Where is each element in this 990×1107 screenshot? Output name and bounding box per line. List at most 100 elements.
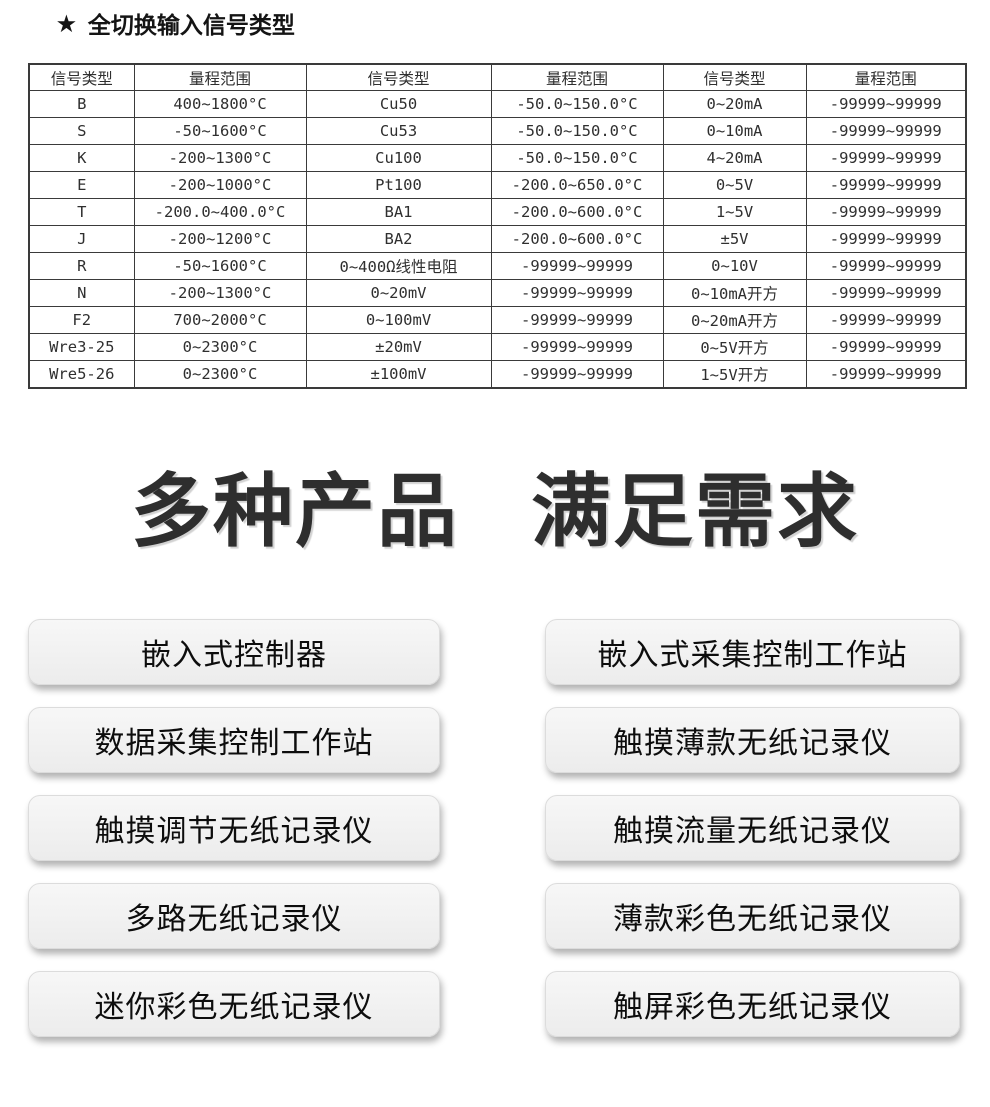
range-cell: 400~1800°C: [133, 90, 307, 118]
range-cell: -99999~99999: [805, 171, 967, 199]
signal-type-cell: 0~10mA开方: [662, 279, 807, 307]
signal-type-cell: BA1: [305, 198, 492, 226]
range-cell: -99999~99999: [805, 117, 967, 145]
product-card[interactable]: 薄款彩色无纸记录仪: [545, 883, 960, 950]
range-cell: -99999~99999: [805, 225, 967, 253]
signal-type-cell: Cu50: [305, 90, 492, 118]
range-cell: 0~2300°C: [133, 333, 307, 361]
range-cell: -50.0~150.0°C: [490, 144, 664, 172]
product-card[interactable]: 数据采集控制工作站: [28, 707, 440, 774]
signal-type-cell: 0~100mV: [305, 306, 492, 334]
signal-type-cell: 1~5V开方: [662, 360, 807, 389]
table-row: B 400~1800°C Cu50 -50.0~150.0°C 0~20mA -99999…: [28, 90, 967, 118]
range-cell: -200~1000°C: [133, 171, 307, 199]
range-cell: -99999~99999: [805, 360, 967, 389]
product-card[interactable]: 触摸调节无纸记录仪: [28, 795, 440, 862]
signal-type-cell: T: [28, 198, 135, 226]
table-row: J -200~1200°C BA2 -200.0~600.0°C ±5V -99999~9…: [28, 225, 967, 253]
signal-type-cell: 0~10mA: [662, 117, 807, 145]
range-cell: -50.0~150.0°C: [490, 117, 664, 145]
signal-type-cell: J: [28, 225, 135, 253]
signal-type-cell: N: [28, 279, 135, 307]
range-cell: 0~2300°C: [133, 360, 307, 389]
product-card[interactable]: 嵌入式控制器: [28, 619, 440, 686]
product-column-left: 嵌入式控制器 数据采集控制工作站 触摸调节无纸记录仪 多路无纸记录仪 迷你彩色无纸记录仪: [28, 619, 440, 1038]
range-cell: -200.0~650.0°C: [490, 171, 664, 199]
range-column-header: 量程范围: [805, 63, 967, 91]
signal-type-cell: 0~5V: [662, 171, 807, 199]
signal-type-cell: Cu53: [305, 117, 492, 145]
range-cell: -99999~99999: [805, 333, 967, 361]
section-title: ★ 全切换输入信号类型: [0, 0, 990, 40]
range-cell: -50~1600°C: [133, 117, 307, 145]
product-card[interactable]: 多路无纸记录仪: [28, 883, 440, 950]
range-cell: -99999~99999: [805, 306, 967, 334]
signal-type-cell: R: [28, 252, 135, 280]
table-header-row: 信号类型 量程范围 信号类型 量程范围 信号类型 量程范围: [28, 63, 967, 91]
signal-type-cell: B: [28, 90, 135, 118]
range-column-header: 量程范围: [133, 63, 307, 91]
signal-type-cell: 1~5V: [662, 198, 807, 226]
signal-type-cell: BA2: [305, 225, 492, 253]
table-row: N -200~1300°C 0~20mV -99999~99999 0~10mA开方 -9…: [28, 279, 967, 307]
range-column-header: 量程范围: [490, 63, 664, 91]
range-cell: -200.0~400.0°C: [133, 198, 307, 226]
table-row: E -200~1000°C Pt100 -200.0~650.0°C 0~5V -9999…: [28, 171, 967, 199]
section-title-text: 全切换输入信号类型: [87, 12, 295, 38]
range-cell: -99999~99999: [805, 144, 967, 172]
product-card[interactable]: 触摸薄款无纸记录仪: [545, 707, 960, 774]
range-cell: -99999~99999: [490, 279, 664, 307]
range-cell: -200.0~600.0°C: [490, 225, 664, 253]
range-cell: -50.0~150.0°C: [490, 90, 664, 118]
signal-type-cell: E: [28, 171, 135, 199]
product-card[interactable]: 迷你彩色无纸记录仪: [28, 971, 440, 1038]
product-card[interactable]: 嵌入式采集控制工作站: [545, 619, 960, 686]
product-card-grid: 嵌入式控制器 数据采集控制工作站 触摸调节无纸记录仪 多路无纸记录仪 迷你彩色无纸记录仪…: [28, 619, 990, 1038]
range-cell: -99999~99999: [490, 360, 664, 389]
signal-type-cell: ±20mV: [305, 333, 492, 361]
signal-type-cell: ±100mV: [305, 360, 492, 389]
signal-type-cell: K: [28, 144, 135, 172]
range-cell: -99999~99999: [805, 279, 967, 307]
hero-heading-left: 多种产品: [131, 467, 459, 556]
range-cell: -200.0~600.0°C: [490, 198, 664, 226]
table-row: K -200~1300°C Cu100 -50.0~150.0°C 4~20mA -999…: [28, 144, 967, 172]
table-row: S -50~1600°C Cu53 -50.0~150.0°C 0~10mA -99999…: [28, 117, 967, 145]
hero-heading-right: 满足需求: [531, 467, 859, 556]
signal-type-cell: 0~20mA: [662, 90, 807, 118]
product-card[interactable]: 触摸流量无纸记录仪: [545, 795, 960, 862]
range-cell: -200~1300°C: [133, 144, 307, 172]
signal-range-table: 信号类型 量程范围 信号类型 量程范围 信号类型 量程范围 B 400~1800°C Cu50…: [28, 63, 967, 389]
range-cell: -200~1200°C: [133, 225, 307, 253]
star-icon: ★: [57, 13, 76, 36]
signal-type-cell: 0~20mA开方: [662, 306, 807, 334]
hero-heading: 多种产品 满足需求: [0, 465, 990, 559]
signal-type-cell: Cu100: [305, 144, 492, 172]
signal-type-cell: 0~5V开方: [662, 333, 807, 361]
signal-type-column-header: 信号类型: [305, 63, 492, 91]
range-cell: -99999~99999: [805, 252, 967, 280]
signal-type-cell: 0~400Ω线性电阻: [305, 252, 492, 280]
range-cell: -99999~99999: [490, 252, 664, 280]
signal-type-cell: ±5V: [662, 225, 807, 253]
signal-type-column-header: 信号类型: [28, 63, 135, 91]
range-cell: -99999~99999: [805, 90, 967, 118]
signal-type-column-header: 信号类型: [662, 63, 807, 91]
table-row: T -200.0~400.0°C BA1 -200.0~600.0°C 1~5V -999…: [28, 198, 967, 226]
signal-type-cell: Wre3-25: [28, 333, 135, 361]
signal-type-cell: F2: [28, 306, 135, 334]
signal-type-cell: Pt100: [305, 171, 492, 199]
range-cell: 700~2000°C: [133, 306, 307, 334]
product-card[interactable]: 触屏彩色无纸记录仪: [545, 971, 960, 1038]
range-cell: -50~1600°C: [133, 252, 307, 280]
table-row: F2 700~2000°C 0~100mV -99999~99999 0~20mA开方 -…: [28, 306, 967, 334]
signal-type-cell: 0~10V: [662, 252, 807, 280]
signal-type-cell: 4~20mA: [662, 144, 807, 172]
product-column-right: 嵌入式采集控制工作站 触摸薄款无纸记录仪 触摸流量无纸记录仪 薄款彩色无纸记录仪 触屏彩…: [545, 619, 960, 1038]
signal-type-cell: Wre5-26: [28, 360, 135, 389]
table-row: Wre3-25 0~2300°C ±20mV -99999~99999 0~5V开方 -9…: [28, 333, 967, 361]
signal-type-cell: S: [28, 117, 135, 145]
range-cell: -200~1300°C: [133, 279, 307, 307]
range-cell: -99999~99999: [805, 198, 967, 226]
